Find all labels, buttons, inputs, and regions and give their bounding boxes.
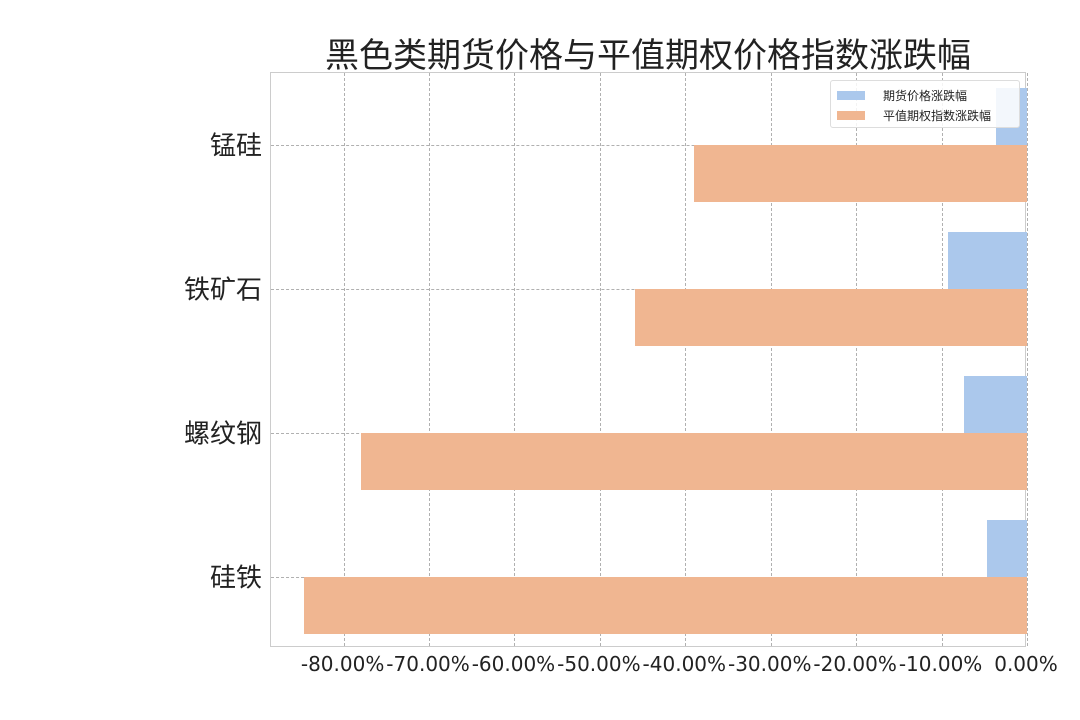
- x-gridline: [343, 73, 345, 646]
- x-gridline: [514, 73, 516, 646]
- y-category-label: 铁矿石: [183, 275, 262, 306]
- bar-options: [693, 145, 1027, 202]
- bar-futures: [986, 520, 1027, 577]
- x-gridline: [1027, 73, 1028, 646]
- bar-options: [304, 577, 1027, 634]
- x-tick-label: -60.00%: [471, 652, 556, 676]
- plot-area: [270, 72, 1028, 647]
- legend-swatch-futures: [837, 91, 865, 100]
- x-tick-label: 0.00%: [994, 652, 1058, 676]
- x-gridline: [685, 73, 687, 646]
- x-gridline: [599, 73, 601, 646]
- x-tick-label: -20.00%: [813, 652, 897, 676]
- x-gridline: [856, 73, 858, 646]
- legend-swatch-options: [837, 111, 865, 120]
- bar-futures: [963, 376, 1027, 433]
- y-gridline: [271, 145, 1025, 146]
- y-category-label: 锰硅: [209, 131, 262, 162]
- legend-item-futures: 期货价格涨跌幅: [837, 87, 967, 104]
- x-tick-label: -70.00%: [386, 652, 470, 676]
- x-tick-label: -40.00%: [642, 652, 727, 676]
- legend-item-options: 平值期权指数涨跌幅: [837, 107, 991, 124]
- x-gridline: [429, 73, 431, 646]
- x-tick-label: -30.00%: [727, 652, 812, 676]
- x-gridline: [941, 73, 943, 646]
- bar-futures: [947, 232, 1027, 289]
- x-gridline: [770, 73, 772, 646]
- x-tick-label: -50.00%: [557, 652, 641, 676]
- legend-label-options: 平值期权指数涨跌幅: [883, 109, 992, 123]
- chart-title: 黑色类期货价格与平值期权价格指数涨跌幅: [325, 36, 971, 76]
- y-category-label: 硅铁: [209, 563, 262, 594]
- legend: 期货价格涨跌幅 平值期权指数涨跌幅: [830, 80, 1020, 128]
- bar-options: [634, 289, 1027, 346]
- x-tick-label: -80.00%: [300, 652, 385, 676]
- legend-label-futures: 期货价格涨跌幅: [883, 89, 968, 103]
- bar-options: [360, 433, 1027, 490]
- y-category-label: 螺纹钢: [183, 419, 262, 450]
- x-tick-label: -10.00%: [898, 652, 983, 676]
